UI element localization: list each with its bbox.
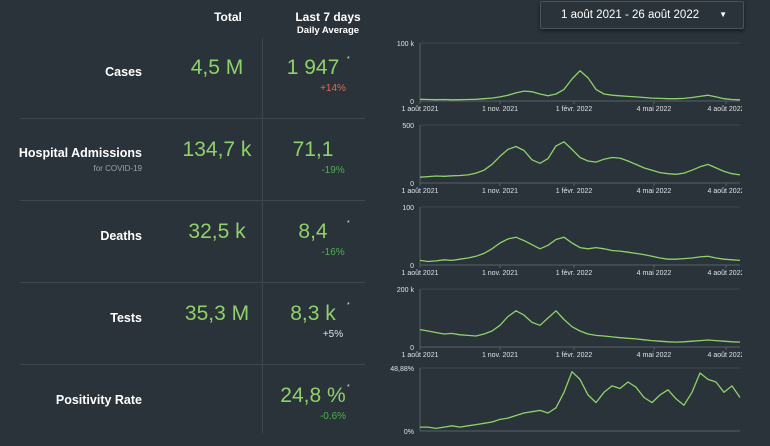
metric-last7-value: 8,3 k [290, 302, 336, 325]
chart-series-line [419, 310, 741, 343]
metric-chart: 500 01 août 2021 1 nov. 2021 1 févr. 2022 4 … [402, 123, 742, 195]
metric-label: Hospital Admissions [18, 146, 142, 160]
metric-asterisk: * [347, 302, 350, 309]
chart-xtick-label: 1 août 2021 [402, 352, 439, 359]
metric-total-value: 4,5 M [190, 56, 244, 79]
metric-label: Tests [110, 311, 142, 325]
date-range-text: 1 août 2021 - 26 août 2022 [561, 9, 700, 21]
chart-ymax-label: 100 k [397, 41, 415, 48]
header-total-label: Total [214, 10, 242, 24]
chart-xtick-label: 1 févr. 2022 [556, 352, 593, 359]
metric-chart: 100 01 août 2021 1 nov. 2021 1 févr. 2022 4 … [402, 205, 742, 277]
chart-ymax-label: 500 [402, 123, 414, 130]
metric-label: Cases [105, 65, 142, 79]
metric-asterisk: * [347, 220, 350, 227]
chart-xtick-label: 4 mai 2022 [637, 106, 672, 113]
chart-xtick-label: 4 août 2022 [708, 270, 742, 277]
metric-total-value: 134,7 k [182, 138, 252, 161]
chart-ymin-label: 0 [410, 345, 414, 352]
metric-change: +14% [320, 83, 346, 94]
chart-ymax-label: 200 k [397, 287, 415, 294]
metric-label: Positivity Rate [55, 393, 142, 407]
chart-xtick-label: 1 août 2021 [402, 188, 439, 195]
chart-xtick-label: 1 févr. 2022 [556, 188, 593, 195]
column-divider [262, 38, 263, 433]
header-last7-title: Last 7 days [295, 10, 361, 24]
metric-last7-value: 1 947 [286, 56, 340, 79]
chart-xtick-label: 1 août 2021 [402, 106, 439, 113]
chart-xtick-label: 1 févr. 2022 [556, 106, 593, 113]
chart-xtick-label: 4 mai 2022 [637, 352, 672, 359]
row-divider [20, 200, 365, 201]
metric-chart: 200 k 01 août 2021 1 nov. 2021 1 févr. 2022… [397, 287, 742, 359]
chart-xtick-label: 1 nov. 2021 [482, 188, 518, 195]
metric-total-value: 35,3 M [184, 302, 250, 325]
chart-xtick-label: 4 août 2022 [708, 188, 742, 195]
chart-series-line [419, 70, 741, 101]
metric-last7-value: 8,4 [298, 220, 328, 243]
chart-ymax-label: 48,88% [390, 366, 414, 373]
metric-change: +5% [322, 329, 344, 340]
metric-total-value: 32,5 k [188, 220, 246, 243]
chart-xtick-label: 4 août 2022 [708, 106, 742, 113]
chart-series-line [419, 236, 741, 263]
metric-asterisk: * [347, 384, 350, 391]
metric-last7-value: 71,1 [292, 138, 334, 161]
chart-xtick-label: 4 août 2022 [708, 352, 742, 359]
metric-change: -19% [321, 165, 345, 176]
chart-xtick-label: 1 nov. 2021 [482, 270, 518, 277]
chart-series-line [420, 371, 741, 430]
row-divider [20, 118, 365, 119]
metric-change: -0.6% [319, 411, 347, 422]
header-last7-sublabel: Daily Average [296, 25, 360, 36]
metric-last7-value: 24,8 % [280, 384, 346, 407]
metric-label: Deaths [100, 229, 142, 243]
metric-sublabel: for COVID-19 [93, 164, 142, 173]
row-divider [20, 364, 365, 365]
chart-xtick-label: 4 mai 2022 [637, 188, 672, 195]
chart-series-line [419, 141, 741, 178]
chart-xtick-label: 1 août 2021 [402, 270, 439, 277]
chart-xtick-label: 1 févr. 2022 [556, 270, 593, 277]
metric-asterisk: * [347, 56, 350, 63]
metric-row: Deaths 32,5 k 8,4 * -16% 100 0 1 août 2021 1 nov… [0, 200, 770, 282]
chart-ymin-label: 0 [410, 263, 414, 270]
metric-row: Hospital Admissions for COVID-19 134,7 k 71… [0, 118, 770, 200]
metric-change: -16% [321, 247, 345, 258]
chart-xtick-label: 1 nov. 2021 [482, 106, 518, 113]
chart-ymin-label: 0 [410, 99, 414, 106]
caret-down-icon: ▼ [719, 10, 727, 19]
row-divider [20, 282, 365, 283]
date-range-dropdown[interactable]: 1 août 2021 - 26 août 2022 ▼ [540, 1, 744, 29]
header-last7-label: Last 7 days Daily Average [285, 10, 371, 38]
metric-chart: 48,88%0% [390, 366, 741, 436]
chart-xtick-label: 1 nov. 2021 [482, 352, 518, 359]
metric-chart: 100 k 01 août 2021 1 nov. 2021 1 févr. 2022… [397, 41, 742, 113]
chart-xtick-label: 4 mai 2022 [637, 270, 672, 277]
metric-row: Positivity Rate 24,8 % * -0.6% 48,88% 0% [0, 364, 770, 446]
chart-ymax-label: 100 [402, 205, 414, 212]
chart-ymin-label: 0 [410, 181, 414, 188]
